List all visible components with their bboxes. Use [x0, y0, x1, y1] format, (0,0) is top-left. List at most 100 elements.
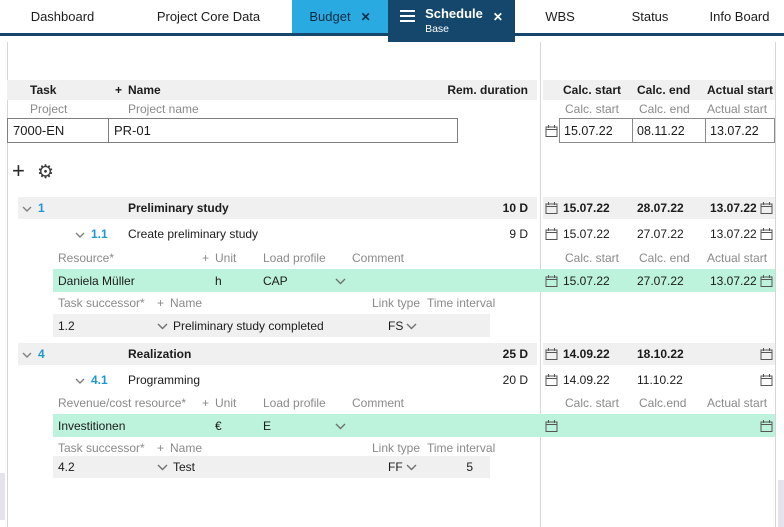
calendar-icon[interactable]	[760, 274, 773, 287]
project-actual-start-input[interactable]	[705, 118, 775, 143]
expand-chevron-icon[interactable]	[75, 227, 85, 241]
tab-label: Dashboard	[30, 9, 95, 24]
calendar-icon[interactable]	[545, 202, 558, 215]
resource-unit[interactable]: €	[215, 418, 222, 433]
tab-status[interactable]: Status	[605, 0, 695, 33]
close-icon[interactable]: ✕	[492, 10, 503, 24]
calendar-icon[interactable]	[545, 274, 558, 287]
calc-start-value[interactable]: 15.07.22	[563, 273, 610, 288]
col-name: Name	[128, 83, 161, 97]
add-column-icon[interactable]: +	[115, 83, 123, 97]
chevron-down-icon[interactable]	[335, 419, 346, 433]
actual-start-value[interactable]: 13.07.22	[710, 227, 757, 241]
resource-name[interactable]: Investitionen	[58, 418, 126, 433]
tab-dashboard[interactable]: Dashboard	[0, 0, 125, 33]
resource-unit[interactable]: h	[215, 273, 222, 288]
resource-name[interactable]: Daniela Müller	[58, 273, 135, 288]
chevron-down-icon[interactable]	[157, 319, 168, 333]
project-task-label: Project	[30, 102, 68, 116]
calc-end-value[interactable]: 18.10.22	[637, 347, 684, 361]
calendar-icon[interactable]	[545, 374, 558, 387]
tab-project-core-data[interactable]: Project Core Data	[125, 0, 292, 33]
project-id-input[interactable]	[7, 118, 109, 143]
chevron-down-icon[interactable]	[157, 460, 168, 474]
actual-start-value[interactable]: 13.07.22	[710, 273, 757, 288]
calc-end-value[interactable]: 27.07.22	[637, 227, 684, 241]
successor-id[interactable]: 1.2	[58, 318, 75, 333]
calc-end-value[interactable]: 11.10.22	[637, 373, 683, 387]
successor-name[interactable]: Preliminary study completed	[173, 318, 324, 333]
calc-end-value[interactable]: 27.07.22	[637, 273, 684, 288]
expand-chevron-icon[interactable]	[75, 373, 85, 387]
calc-end-value[interactable]: 28.07.22	[637, 201, 684, 215]
chevron-down-icon[interactable]	[335, 274, 346, 288]
chevron-down-icon[interactable]	[406, 460, 417, 474]
calendar-icon[interactable]	[545, 348, 558, 361]
row-bg	[53, 414, 543, 437]
task-summary-row[interactable]: 4 Realization 25 D 14.09.22 18.10.22	[7, 343, 775, 365]
gear-icon[interactable]: ⚙	[37, 162, 55, 183]
tabs: Dashboard Project Core Data Budget ✕ Sch…	[0, 0, 784, 42]
load-profile-label: Load profile	[263, 396, 326, 410]
tab-label: Project Core Data	[156, 9, 261, 24]
task-id: 1.1	[91, 227, 108, 241]
project-calc-end-input[interactable]	[632, 118, 706, 143]
project-name-input[interactable]	[108, 118, 458, 143]
add-column-icon[interactable]: +	[202, 396, 210, 410]
actual-start-value[interactable]: 13.07.22	[710, 201, 757, 215]
calc-start-value[interactable]: 15.07.22	[563, 227, 610, 241]
calendar-icon[interactable]	[545, 228, 558, 241]
left-panel-border	[7, 42, 8, 527]
actual-start-label: Actual start	[707, 396, 768, 410]
tab-label: Budget	[309, 9, 351, 24]
successor-time-interval[interactable]: 5	[466, 460, 473, 474]
project-calc-start-input[interactable]	[559, 118, 633, 143]
calc-start-value[interactable]: 14.09.22	[563, 373, 610, 387]
successor-header-row: Task successor* + Name Link type Time in…	[7, 294, 775, 312]
task-name: Realization	[128, 347, 192, 361]
right-scrollbar-thumb[interactable]	[778, 480, 784, 527]
resource-row[interactable]: Investitionen € E	[7, 414, 775, 437]
tab-schedule[interactable]: Schedule Base ✕	[388, 0, 515, 42]
tab-label: Info Board	[709, 9, 770, 24]
task-row[interactable]: 4.1 Programming 20 D 14.09.22 11.10.22	[7, 369, 775, 391]
successor-name[interactable]: Test	[173, 460, 196, 474]
add-column-icon[interactable]: +	[202, 251, 210, 265]
tab-budget[interactable]: Budget ✕	[292, 0, 388, 33]
successor-row[interactable]: 4.2 Test FF 5	[7, 456, 775, 478]
resource-load-profile[interactable]: E	[263, 418, 272, 433]
calendar-icon[interactable]	[760, 228, 773, 241]
calendar-icon[interactable]	[760, 348, 773, 361]
tab-wbs[interactable]: WBS	[515, 0, 605, 33]
calendar-icon[interactable]	[760, 202, 773, 215]
task-summary-row[interactable]: 1 Preliminary study 10 D 15.07.22 28.07.…	[7, 197, 775, 219]
row-bg	[53, 269, 543, 292]
chevron-down-icon[interactable]	[406, 319, 417, 333]
grid-toolbar: + ⚙	[7, 160, 775, 186]
calc-start-value[interactable]: 15.07.22	[563, 201, 610, 215]
expand-chevron-icon[interactable]	[22, 201, 32, 215]
task-row[interactable]: 1.1 Create preliminary study 9 D 15.07.2…	[7, 223, 775, 245]
successor-link-type[interactable]: FS	[388, 318, 404, 333]
calendar-icon[interactable]	[545, 125, 558, 138]
expand-chevron-icon[interactable]	[22, 347, 32, 361]
add-icon[interactable]: +	[12, 158, 25, 183]
calc-start-value[interactable]: 14.09.22	[563, 347, 610, 361]
calendar-icon[interactable]	[760, 374, 773, 387]
tab-label: Schedule	[425, 6, 483, 21]
menu-icon[interactable]	[400, 10, 416, 22]
resource-row[interactable]: Daniela Müller h CAP 15.07.22 27.07.22 1…	[7, 269, 775, 292]
resource-load-profile[interactable]: CAP	[263, 273, 288, 288]
schedule-tab-text: Schedule Base	[425, 7, 483, 36]
add-column-icon[interactable]: +	[157, 296, 165, 310]
calendar-icon[interactable]	[760, 419, 773, 432]
close-icon[interactable]: ✕	[360, 9, 371, 24]
successor-link-type[interactable]: FF	[388, 460, 403, 474]
successor-row[interactable]: 1.2 Preliminary study completed FS	[7, 314, 775, 337]
add-column-icon[interactable]: +	[157, 441, 165, 455]
left-scrollbar-thumb[interactable]	[0, 473, 5, 520]
successor-id[interactable]: 4.2	[58, 460, 75, 474]
tab-info-board[interactable]: Info Board	[695, 0, 784, 33]
comment-label: Comment	[352, 396, 405, 410]
calendar-icon[interactable]	[545, 419, 558, 432]
